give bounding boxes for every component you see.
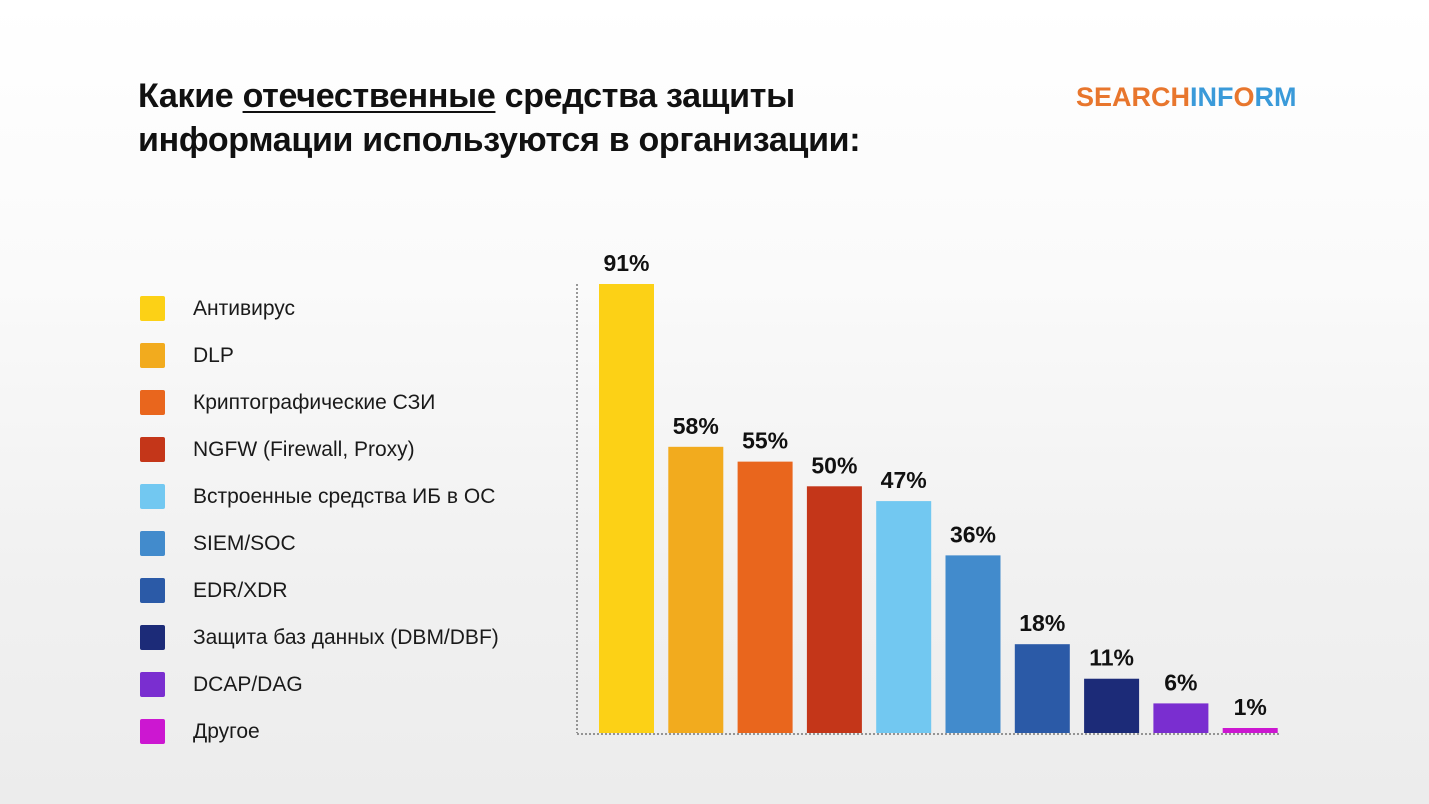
legend-swatch <box>140 672 165 697</box>
legend-label: Антивирус <box>193 296 296 320</box>
bar-10 <box>1222 728 1278 733</box>
searchinform-logo: SEARCHINFORM <box>1076 82 1297 112</box>
legend-label: SIEM/SOC <box>193 531 296 555</box>
legend-item: Криптографические СЗИ <box>140 379 499 426</box>
bar-6 <box>945 555 1001 733</box>
legend-label: DCAP/DAG <box>193 672 303 696</box>
bar-8 <box>1084 678 1140 733</box>
legend-swatch <box>140 578 165 603</box>
legend-item: EDR/XDR <box>140 567 499 614</box>
data-label: 36% <box>950 521 996 547</box>
legend-item: SIEM/SOC <box>140 520 499 567</box>
bar-4 <box>806 486 862 733</box>
legend-item: Защита баз данных (DBM/DBF) <box>140 614 499 661</box>
legend-label: NGFW (Firewall, Proxy) <box>193 437 415 461</box>
bar-9 <box>1153 703 1209 733</box>
legend-label: Криптографические СЗИ <box>193 390 436 414</box>
bar-1 <box>599 284 654 733</box>
legend-item: DLP <box>140 332 499 379</box>
data-label: 50% <box>811 452 857 478</box>
chart-legend: Антивирус DLP Криптографические СЗИ NGFW (F… <box>140 285 499 755</box>
legend-label: DLP <box>193 343 234 367</box>
legend-label: Другое <box>193 719 260 743</box>
bar-7 <box>1014 644 1070 733</box>
legend-item: Антивирус <box>140 285 499 332</box>
data-label: 91% <box>603 250 649 276</box>
page-title: Какие отечественные средства защиты инфо… <box>138 77 861 159</box>
bar-3 <box>737 461 793 733</box>
legend-label: Встроенные средства ИБ в ОС <box>193 484 496 508</box>
data-label: 18% <box>1019 610 1065 636</box>
legend-item: Другое <box>140 708 499 755</box>
legend-swatch <box>140 625 165 650</box>
legend-label: EDR/XDR <box>193 578 288 602</box>
bar-2 <box>668 446 724 733</box>
legend-swatch <box>140 343 165 368</box>
legend-swatch <box>140 296 165 321</box>
legend-item: NGFW (Firewall, Proxy) <box>140 426 499 473</box>
legend-swatch <box>140 719 165 744</box>
legend-swatch <box>140 390 165 415</box>
legend-swatch <box>140 484 165 509</box>
legend-swatch <box>140 531 165 556</box>
data-label: 47% <box>881 467 927 493</box>
data-label: 58% <box>673 413 719 439</box>
bar-5 <box>876 501 932 733</box>
legend-swatch <box>140 437 165 462</box>
data-label: 1% <box>1234 694 1267 720</box>
legend-item: DCAP/DAG <box>140 661 499 708</box>
data-label: 55% <box>742 428 788 454</box>
data-label: 11% <box>1089 645 1134 671</box>
legend-label: Защита баз данных (DBM/DBF) <box>193 625 499 649</box>
legend-item: Встроенные средства ИБ в ОС <box>140 473 499 520</box>
data-label: 6% <box>1164 669 1197 695</box>
